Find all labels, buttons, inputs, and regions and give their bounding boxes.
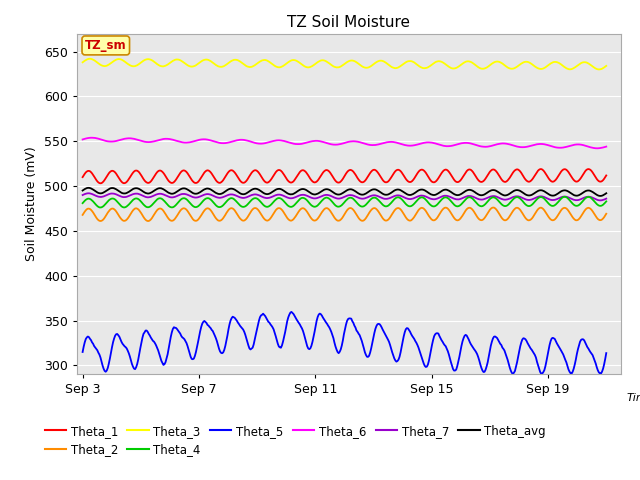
Theta_avg (79, 188, 86, 193)
Theta_2 (332, 216, 339, 222)
Theta_3 (509, 66, 516, 72)
Theta_2 (328, 211, 336, 217)
Theta_2 (363, 214, 371, 219)
Theta_7 (328, 194, 336, 200)
Theta_4 (363, 201, 371, 206)
Theta_2 (602, 211, 610, 216)
Line: Theta_6: Theta_6 (83, 138, 606, 148)
Line: Theta_avg: Theta_avg (83, 188, 606, 196)
Theta_7 (79, 192, 86, 198)
Theta_4 (602, 199, 610, 204)
Theta_avg (392, 187, 399, 193)
Theta_4 (509, 197, 516, 203)
Theta_6 (602, 144, 610, 149)
Theta_7 (591, 196, 598, 202)
Theta_2 (392, 206, 399, 212)
Theta_7 (363, 195, 371, 201)
Theta_7 (596, 197, 604, 203)
Theta_2 (510, 207, 518, 213)
Theta_7 (332, 195, 339, 201)
Theta_1 (97, 180, 104, 186)
Theta_6 (79, 137, 86, 143)
Theta_5 (328, 332, 336, 338)
Theta_1 (602, 173, 610, 179)
Theta_avg (85, 185, 93, 191)
Theta_5 (79, 349, 86, 355)
Theta_avg (591, 191, 598, 196)
Theta_4 (561, 194, 568, 200)
Theta_5 (363, 354, 371, 360)
Theta_1 (363, 175, 371, 181)
Theta_6 (593, 145, 601, 151)
Y-axis label: Soil Moisture (mV): Soil Moisture (mV) (25, 146, 38, 262)
Theta_avg (363, 190, 371, 196)
Theta_4 (79, 200, 86, 206)
Theta_3 (363, 65, 371, 71)
Theta_1 (509, 170, 516, 176)
Theta_5 (332, 344, 339, 349)
Theta_avg (328, 189, 336, 194)
Theta_avg (602, 191, 610, 196)
Theta_3 (86, 56, 94, 61)
Theta_4 (592, 200, 600, 206)
Theta_4 (392, 195, 399, 201)
Theta_3 (79, 60, 86, 65)
Theta_7 (85, 191, 93, 196)
Legend: Theta_1, Theta_2, Theta_3, Theta_4, Theta_5, Theta_6, Theta_7, Theta_avg: Theta_1, Theta_2, Theta_3, Theta_4, Thet… (45, 425, 546, 456)
Theta_1 (392, 168, 399, 174)
Title: TZ Soil Moisture: TZ Soil Moisture (287, 15, 410, 30)
Line: Theta_5: Theta_5 (83, 312, 606, 374)
Theta_6 (328, 142, 336, 147)
Theta_2 (592, 214, 600, 219)
Text: TZ_sm: TZ_sm (85, 39, 127, 52)
Theta_6 (591, 145, 598, 151)
Theta_4 (328, 199, 336, 205)
Theta_4 (332, 203, 339, 208)
Line: Theta_4: Theta_4 (83, 197, 606, 207)
Theta_1 (79, 174, 86, 180)
Theta_7 (509, 194, 516, 200)
Theta_1 (332, 178, 339, 184)
Theta_5 (392, 358, 399, 363)
Text: Time: Time (626, 393, 640, 403)
Theta_6 (88, 135, 96, 141)
Theta_6 (332, 142, 339, 147)
Line: Theta_2: Theta_2 (83, 207, 606, 221)
Theta_6 (363, 142, 371, 147)
Line: Theta_1: Theta_1 (83, 169, 606, 183)
Theta_7 (602, 196, 610, 202)
Theta_6 (509, 143, 516, 148)
Theta_3 (328, 63, 336, 69)
Theta_2 (489, 204, 497, 210)
Theta_avg (332, 191, 339, 197)
Theta_1 (328, 173, 336, 179)
Theta_1 (538, 166, 545, 172)
Theta_3 (595, 67, 603, 72)
Theta_5 (592, 361, 600, 367)
Theta_7 (392, 193, 399, 199)
Theta_6 (392, 140, 399, 145)
Line: Theta_7: Theta_7 (83, 193, 606, 200)
Theta_5 (287, 309, 295, 315)
Theta_avg (596, 193, 604, 199)
Theta_5 (510, 370, 518, 376)
Theta_5 (509, 371, 516, 377)
Line: Theta_3: Theta_3 (83, 59, 606, 70)
Theta_5 (602, 350, 610, 356)
Theta_3 (392, 65, 399, 71)
Theta_1 (592, 175, 600, 180)
Theta_avg (509, 189, 516, 194)
Theta_3 (602, 63, 610, 69)
Theta_4 (97, 204, 104, 210)
Theta_3 (591, 65, 598, 71)
Theta_3 (332, 64, 339, 70)
Theta_2 (79, 212, 86, 218)
Theta_2 (97, 218, 104, 224)
